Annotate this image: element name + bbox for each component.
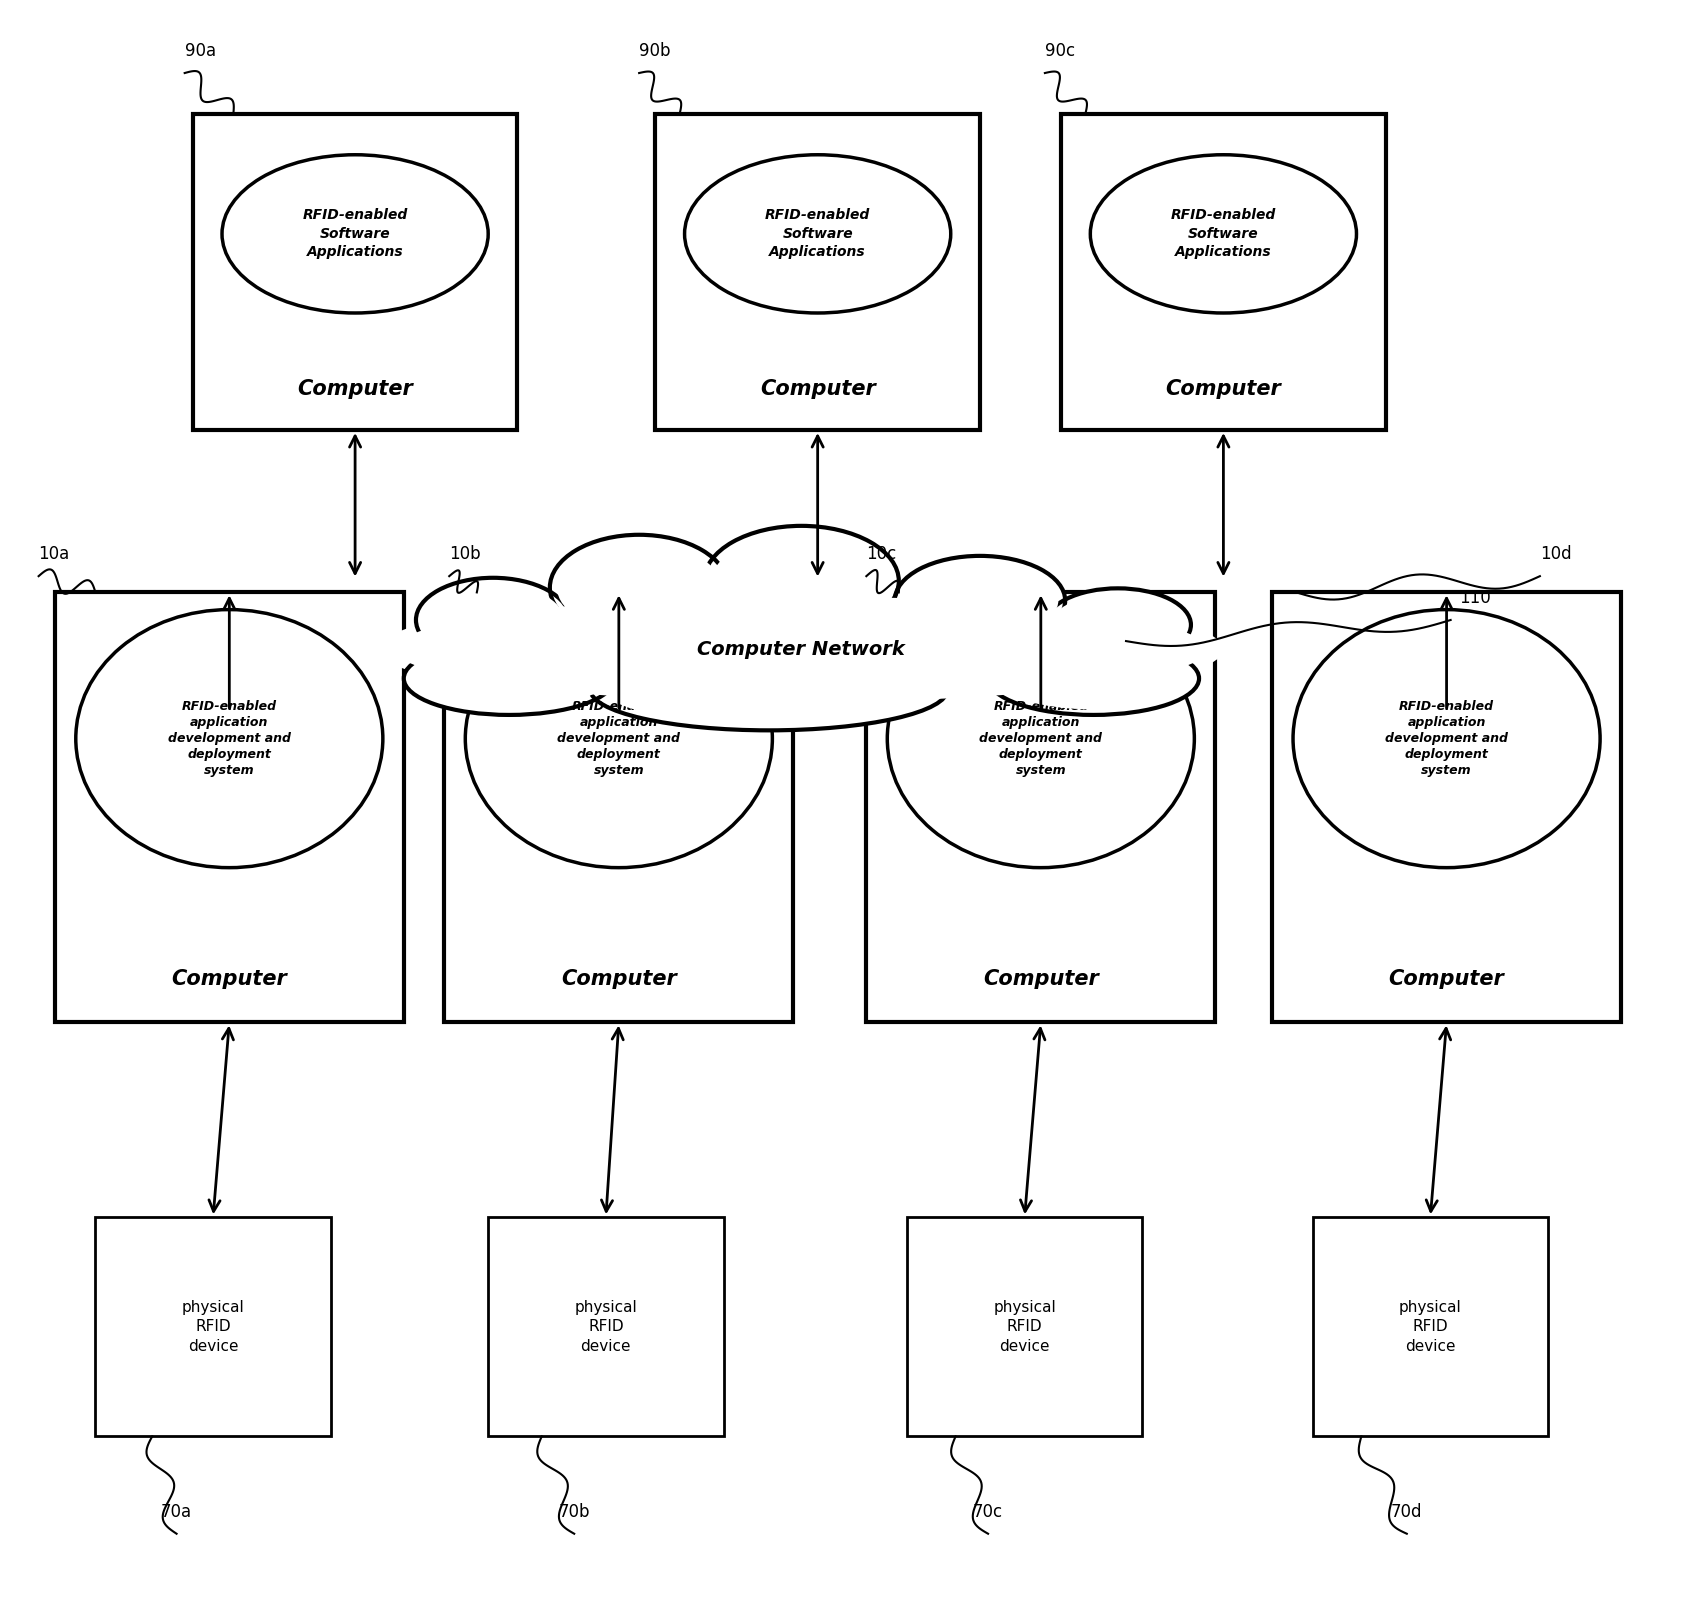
Text: Computer: Computer	[1165, 378, 1282, 399]
FancyBboxPatch shape	[56, 592, 404, 1022]
Text: 10b: 10b	[450, 545, 482, 563]
Ellipse shape	[894, 555, 1066, 644]
Text: RFID-enabled
Software
Applications: RFID-enabled Software Applications	[765, 208, 871, 260]
Ellipse shape	[396, 597, 1207, 701]
Text: Computer: Computer	[1389, 969, 1504, 990]
Text: 90c: 90c	[1044, 42, 1074, 60]
Ellipse shape	[887, 610, 1194, 868]
FancyBboxPatch shape	[1312, 1217, 1548, 1436]
FancyBboxPatch shape	[445, 592, 793, 1022]
Text: physical
RFID
device: physical RFID device	[1399, 1300, 1462, 1354]
Ellipse shape	[591, 649, 948, 730]
Ellipse shape	[404, 641, 615, 716]
Text: 70d: 70d	[1391, 1503, 1423, 1521]
FancyBboxPatch shape	[866, 592, 1216, 1022]
Text: RFID-enabled
application
development and
deployment
system: RFID-enabled application development and…	[1384, 700, 1509, 777]
Ellipse shape	[1044, 589, 1191, 662]
Text: RFID-enabled
application
development and
deployment
system: RFID-enabled application development and…	[557, 700, 680, 777]
Text: RFID-enabled
Software
Applications: RFID-enabled Software Applications	[303, 208, 408, 260]
FancyBboxPatch shape	[1061, 114, 1386, 430]
Ellipse shape	[416, 578, 571, 662]
Text: physical
RFID
device: physical RFID device	[994, 1300, 1056, 1354]
Text: RFID-enabled
Software
Applications: RFID-enabled Software Applications	[1170, 208, 1276, 260]
FancyBboxPatch shape	[1271, 592, 1622, 1022]
Ellipse shape	[551, 536, 729, 639]
Ellipse shape	[379, 591, 1223, 708]
Text: Computer: Computer	[172, 969, 288, 990]
Text: physical
RFID
device: physical RFID device	[574, 1300, 637, 1354]
Ellipse shape	[557, 542, 721, 633]
Text: Computer: Computer	[296, 378, 413, 399]
FancyBboxPatch shape	[96, 1217, 330, 1436]
FancyBboxPatch shape	[655, 114, 980, 430]
Ellipse shape	[76, 610, 382, 868]
Text: Computer: Computer	[759, 378, 876, 399]
Ellipse shape	[605, 656, 933, 724]
Text: RFID-enabled
application
development and
deployment
system: RFID-enabled application development and…	[980, 700, 1103, 777]
Ellipse shape	[901, 563, 1058, 638]
FancyBboxPatch shape	[488, 1217, 724, 1436]
Ellipse shape	[1293, 610, 1600, 868]
Ellipse shape	[989, 641, 1199, 716]
Ellipse shape	[712, 534, 891, 628]
Text: 70c: 70c	[973, 1503, 1004, 1521]
Text: 90b: 90b	[640, 42, 670, 60]
Text: Computer: Computer	[983, 969, 1098, 990]
FancyBboxPatch shape	[908, 1217, 1142, 1436]
Text: 10d: 10d	[1539, 545, 1571, 563]
FancyBboxPatch shape	[192, 114, 517, 430]
Text: 70b: 70b	[559, 1503, 589, 1521]
Ellipse shape	[685, 154, 951, 313]
Text: 10c: 10c	[866, 545, 896, 563]
Ellipse shape	[1051, 594, 1186, 656]
Ellipse shape	[704, 526, 899, 636]
Ellipse shape	[465, 610, 773, 868]
Ellipse shape	[413, 648, 606, 709]
Text: Computer: Computer	[561, 969, 677, 990]
Text: RFID-enabled
application
development and
deployment
system: RFID-enabled application development and…	[168, 700, 291, 777]
Ellipse shape	[222, 154, 488, 313]
Text: 70a: 70a	[162, 1503, 192, 1521]
Ellipse shape	[1090, 154, 1357, 313]
Text: 110: 110	[1458, 589, 1490, 607]
Text: 10a: 10a	[39, 545, 69, 563]
Ellipse shape	[997, 648, 1191, 709]
Text: physical
RFID
device: physical RFID device	[182, 1300, 244, 1354]
Text: Computer Network: Computer Network	[697, 639, 906, 659]
Ellipse shape	[423, 584, 564, 656]
Text: 90a: 90a	[185, 42, 216, 60]
